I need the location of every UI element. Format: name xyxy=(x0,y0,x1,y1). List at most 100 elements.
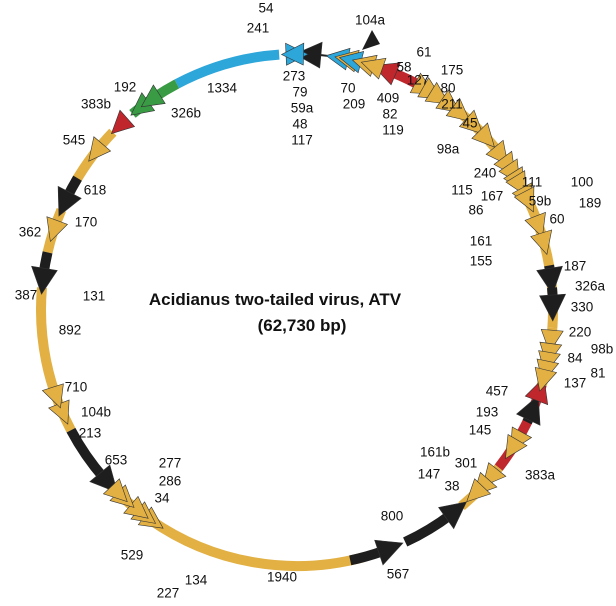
orf-arc xyxy=(147,515,365,571)
orf-arrow xyxy=(374,539,404,566)
orf-arrow xyxy=(280,42,305,66)
orf-label: 653 xyxy=(104,452,128,468)
orf-label: 192 xyxy=(113,79,137,95)
orf-arrow xyxy=(110,109,136,135)
orf-label: 211 xyxy=(441,96,463,112)
orf-label: 301 xyxy=(454,455,478,471)
orf-label: 98b xyxy=(590,341,614,357)
orf-arrow xyxy=(471,122,495,148)
orf-label: 59a xyxy=(290,100,314,116)
orf-label: 800 xyxy=(380,508,404,524)
orf-label: 82 xyxy=(382,106,398,122)
orf-label: 457 xyxy=(485,383,509,399)
orf-label: 45 xyxy=(462,115,478,131)
orf-arrow xyxy=(294,41,323,69)
orf-label: 86 xyxy=(468,202,484,218)
orf-label: 80 xyxy=(440,80,456,96)
orf-label: 161b xyxy=(419,444,451,460)
orf-label: 48 xyxy=(292,116,308,132)
orf-label: 326a xyxy=(574,278,606,294)
orf-arrow xyxy=(57,185,82,217)
orf-label: 545 xyxy=(62,132,86,148)
orf-label: 54 xyxy=(258,0,274,16)
orf-label: 241 xyxy=(246,20,270,36)
orf-label: 38 xyxy=(444,478,460,494)
orf-arrow xyxy=(89,464,118,493)
orf-arrow xyxy=(505,433,528,460)
orf-arc xyxy=(174,49,280,89)
orf-arrow xyxy=(360,57,387,80)
orf-arrow xyxy=(516,395,541,426)
orf-label: 119 xyxy=(382,122,404,138)
orf-arrow xyxy=(88,136,112,162)
orf-label: 383b xyxy=(80,96,112,112)
orf-label: 892 xyxy=(58,322,82,338)
orf-label: 220 xyxy=(568,324,592,340)
orf-label: 161 xyxy=(469,233,493,249)
orf-label: 61 xyxy=(416,44,432,60)
orf-label: 170 xyxy=(74,214,98,230)
genome-size: (62,730 bp) xyxy=(257,316,347,335)
orf-arrow xyxy=(438,501,468,530)
orf-label: 326b xyxy=(170,105,202,121)
orf-label: 60 xyxy=(549,211,565,227)
orf-label: 145 xyxy=(468,422,492,438)
orf-arrow xyxy=(540,329,564,353)
orf-label: 34 xyxy=(154,490,170,506)
orf-label: 104a xyxy=(354,12,386,28)
orf-label: 81 xyxy=(590,365,606,381)
orf-arrow xyxy=(466,478,492,503)
orf-arrow xyxy=(513,186,535,213)
orf-label: 213 xyxy=(78,425,102,441)
orf-label: 567 xyxy=(386,566,410,582)
orf-label: 70 xyxy=(340,80,356,96)
orf-label: 240 xyxy=(473,165,497,181)
orf-arrow xyxy=(46,216,69,243)
orf-arc xyxy=(403,510,455,547)
orf-label: 79 xyxy=(292,84,308,100)
orf-label: 409 xyxy=(376,90,400,106)
orf-arrow xyxy=(102,478,128,503)
orf-label: 84 xyxy=(567,350,583,366)
genome-title: Acidianus two-tailed virus, ATV xyxy=(148,290,402,309)
orf-label: 167 xyxy=(480,188,504,204)
orf-label: 59b xyxy=(528,193,552,209)
orf-label: 277 xyxy=(158,455,182,471)
orf-label: 330 xyxy=(570,299,594,315)
orf-label: 193 xyxy=(475,404,499,420)
orf-label: 273 xyxy=(282,68,306,84)
orf-label: 155 xyxy=(469,253,493,269)
orf-label: 387 xyxy=(14,287,38,303)
orf-label: 710 xyxy=(64,379,88,395)
orf-arrow xyxy=(31,265,58,295)
orf-label: 104b xyxy=(80,404,112,420)
orf-label: 209 xyxy=(342,96,366,112)
orf-arrow xyxy=(41,383,64,409)
orf-label: 1940 xyxy=(266,569,298,585)
orf-label: 1334 xyxy=(206,80,238,96)
orf-arrow xyxy=(445,97,471,122)
orf-arrow xyxy=(530,229,553,256)
orf-label: 618 xyxy=(83,182,107,198)
orf-arrow xyxy=(458,109,484,135)
orf-label: 286 xyxy=(158,473,182,489)
orf-arrow xyxy=(140,84,166,108)
orf-label: 127 xyxy=(406,72,430,88)
orf-arrow xyxy=(536,265,563,295)
orf-label: 189 xyxy=(578,195,602,211)
orf-label: 137 xyxy=(563,375,587,391)
orf-label: 98a xyxy=(436,141,460,157)
orf-label: 147 xyxy=(417,466,441,482)
orf-label: 227 xyxy=(156,585,180,601)
orf-104a-arrow xyxy=(362,30,380,50)
orf-label: 111 xyxy=(521,174,543,190)
orf-label: 117 xyxy=(291,132,313,148)
orf-arrow xyxy=(524,211,546,238)
orf-arrow xyxy=(539,293,567,322)
orf-label: 175 xyxy=(440,62,464,78)
orf-label: 58 xyxy=(396,59,412,75)
orf-label: 134 xyxy=(184,572,208,588)
orf-label: 131 xyxy=(82,288,106,304)
orf-label: 362 xyxy=(18,224,42,240)
